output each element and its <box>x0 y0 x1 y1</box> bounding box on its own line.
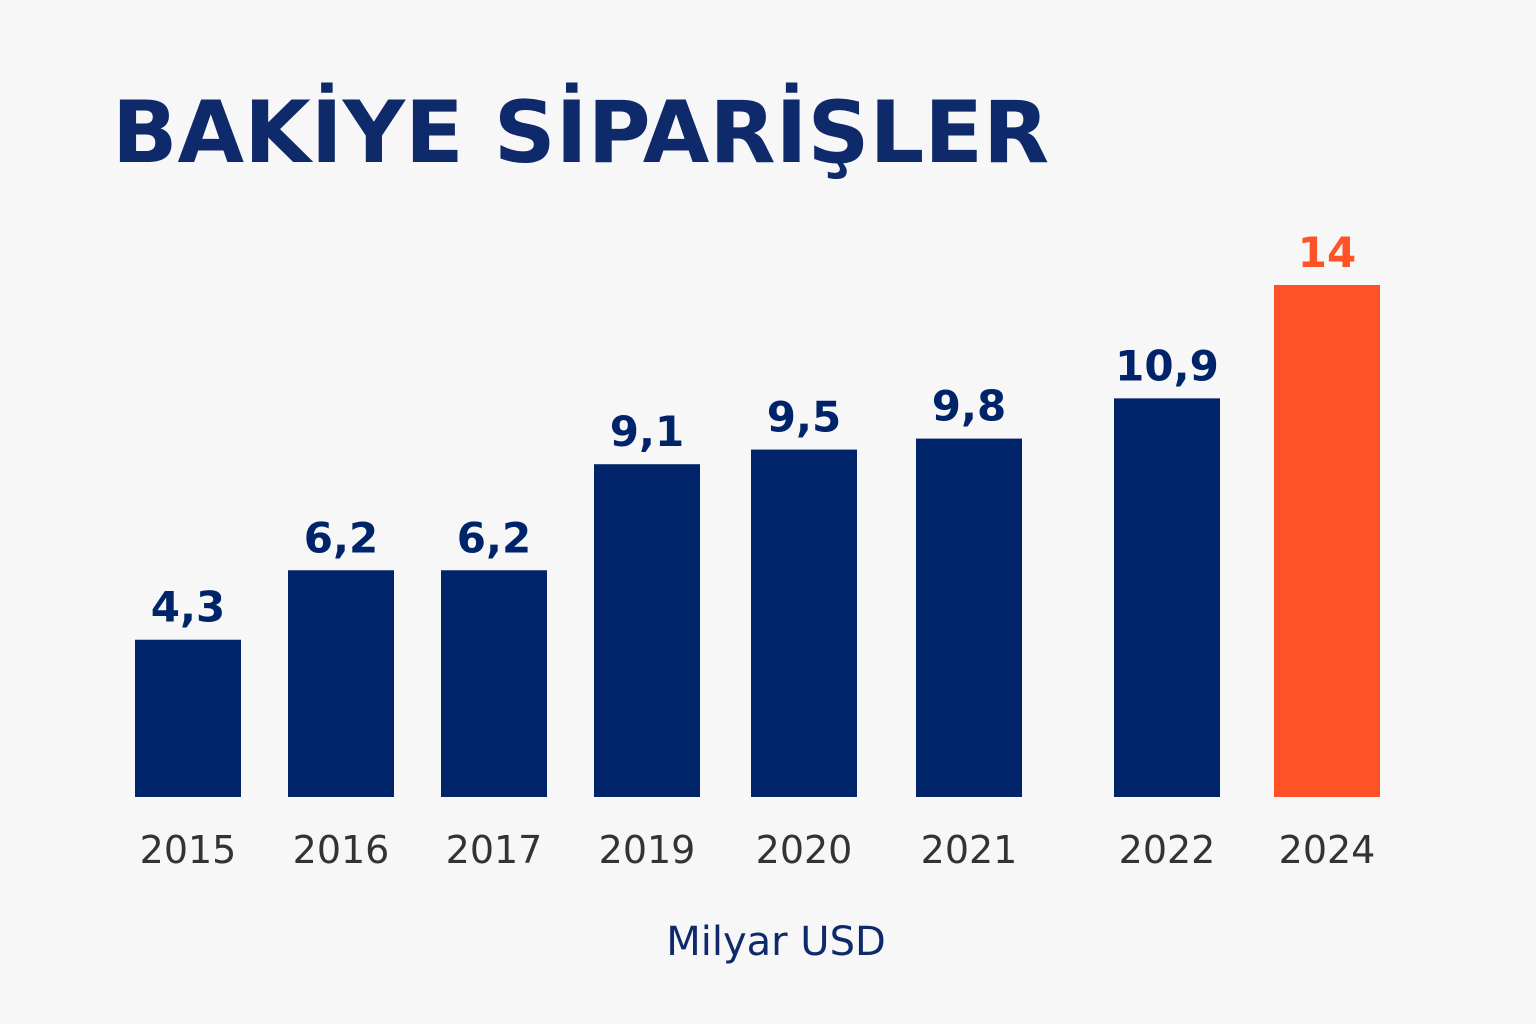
x-tick-label: 2017 <box>446 828 543 872</box>
x-tick-label: 2016 <box>293 828 390 872</box>
bar <box>441 570 547 797</box>
value-label: 9,1 <box>610 407 684 456</box>
x-axis-label: Milyar USD <box>666 919 886 965</box>
x-tick-label: 2021 <box>921 828 1018 872</box>
x-tick-label: 2015 <box>140 828 237 872</box>
x-tick-label: 2020 <box>756 828 853 872</box>
bar <box>751 449 857 797</box>
x-tick-label: 2019 <box>599 828 696 872</box>
value-label: 4,3 <box>151 583 225 632</box>
value-label: 6,2 <box>304 513 378 562</box>
value-label: 9,8 <box>932 382 1006 431</box>
x-tick-label: 2022 <box>1119 828 1216 872</box>
bar <box>1114 398 1220 797</box>
x-tick-label: 2024 <box>1279 828 1376 872</box>
value-label: 9,5 <box>767 393 841 442</box>
value-label: 6,2 <box>457 513 531 562</box>
chart-title: BAKİYE SİPARİŞLER <box>112 82 1049 183</box>
bar <box>1274 285 1380 797</box>
value-label: 10,9 <box>1115 341 1219 390</box>
bar <box>135 639 241 797</box>
bar <box>916 438 1022 797</box>
bar <box>288 570 394 797</box>
bar <box>594 464 700 797</box>
value-label: 14 <box>1298 228 1356 277</box>
